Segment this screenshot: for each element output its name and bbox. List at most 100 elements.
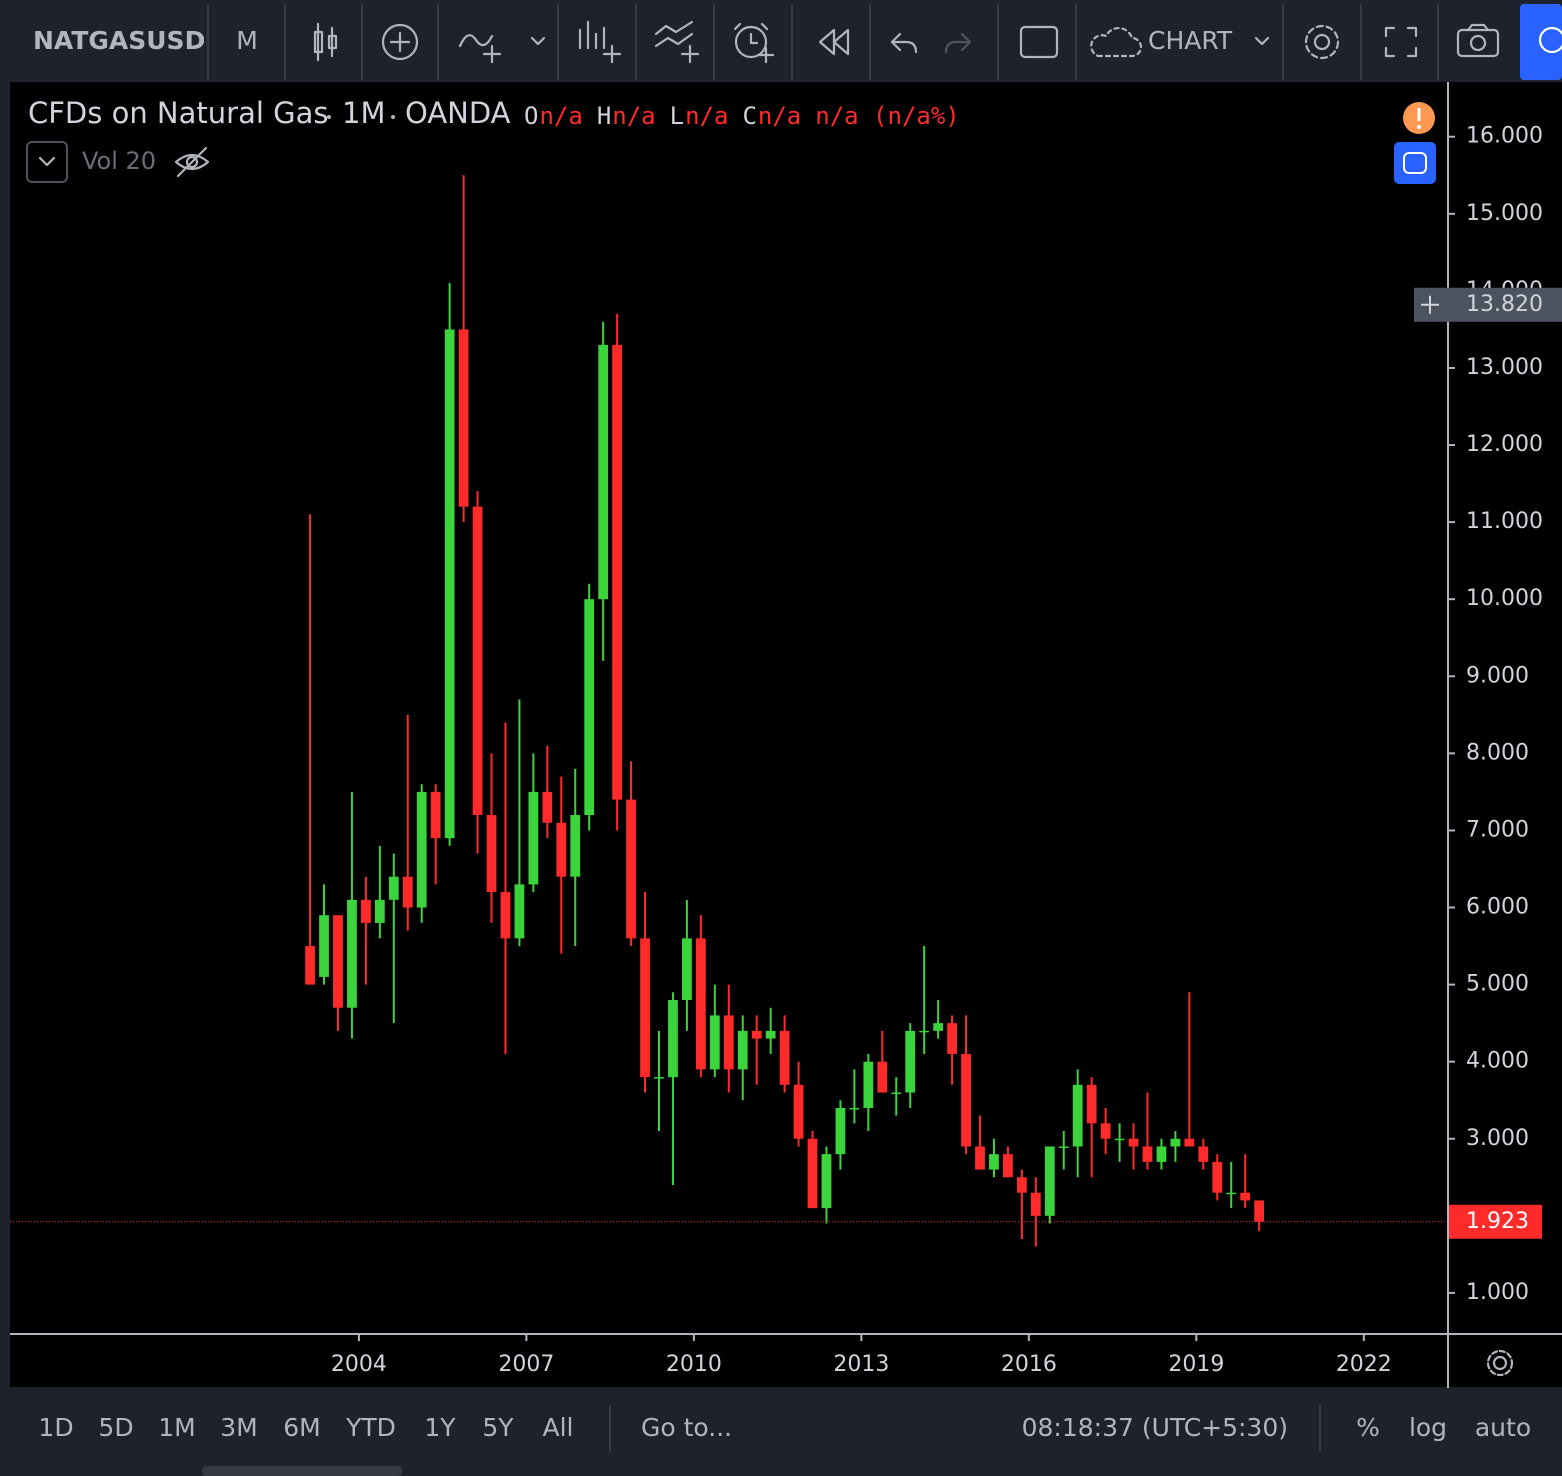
candle-body [374, 899, 385, 923]
candle-body [807, 1138, 818, 1209]
candle-body [528, 791, 539, 885]
candle-body [1128, 1138, 1139, 1147]
data-window-button[interactable] [1394, 142, 1436, 184]
chart-pane[interactable] [10, 82, 1447, 1333]
candle-body [1100, 1123, 1111, 1139]
scrollbar[interactable] [202, 1466, 402, 1476]
candle-body [430, 791, 441, 839]
ohlc-value: n/a [539, 102, 582, 130]
strategy-button[interactable] [654, 20, 700, 64]
candle-body [1184, 1138, 1195, 1147]
range-button[interactable]: All [543, 1413, 574, 1442]
candle-body [1030, 1192, 1041, 1216]
auto-toggle[interactable]: auto [1475, 1413, 1531, 1442]
range-button[interactable]: 1Y [424, 1413, 456, 1442]
range-button[interactable]: 6M [283, 1413, 320, 1442]
save-cloud-icon[interactable] [1090, 26, 1143, 58]
settings-button[interactable] [1304, 24, 1340, 60]
ohlc-value: n/a [612, 102, 655, 130]
interval[interactable]: M [236, 26, 258, 55]
candle-body [444, 329, 455, 839]
redo-button[interactable] [944, 32, 972, 54]
alert-button[interactable] [733, 22, 775, 64]
range-button[interactable]: YTD [345, 1413, 396, 1442]
compare-button[interactable] [381, 23, 419, 61]
range-button[interactable]: 1M [158, 1413, 195, 1442]
candle-body [905, 1030, 916, 1093]
candle-body [640, 938, 650, 1078]
candle-body [626, 799, 636, 939]
candle-body [333, 915, 343, 1008]
y-tick-label: 6.000 [1466, 895, 1529, 920]
range-button[interactable]: 5Y [482, 1413, 514, 1442]
candle-body [319, 915, 329, 977]
candle-body [1156, 1146, 1167, 1162]
fullscreen-button[interactable] [1384, 26, 1418, 58]
chart-interval: 1M [342, 96, 385, 130]
collapse-icon [38, 156, 56, 167]
symbol[interactable]: NATGASUSD [33, 26, 205, 55]
time-axis[interactable] [10, 1335, 1447, 1387]
candle-type-button[interactable] [313, 22, 338, 62]
snapshot-button[interactable] [1456, 23, 1500, 58]
candle-body [919, 1030, 930, 1033]
crosshair-label: 13.820 [1466, 292, 1543, 317]
indicator-label[interactable]: Vol 20 [82, 147, 156, 175]
y-tick-label: 9.000 [1466, 663, 1529, 688]
x-tick-label: 2013 [833, 1352, 889, 1377]
axis-settings-button[interactable] [1486, 1349, 1514, 1377]
candle-body [1170, 1138, 1181, 1147]
candle-body [933, 1023, 944, 1031]
x-tick-label: 2019 [1168, 1352, 1224, 1377]
candle-body [1044, 1146, 1055, 1216]
candle-body [737, 1030, 748, 1070]
candle-body [1114, 1138, 1125, 1141]
candle-body [723, 1015, 734, 1070]
percent-toggle[interactable]: % [1356, 1413, 1380, 1442]
y-tick-label: 3.000 [1466, 1126, 1529, 1151]
y-tick-label: 1.000 [1466, 1280, 1529, 1305]
undo-button[interactable] [890, 32, 918, 54]
candle-body [1086, 1084, 1097, 1124]
separator-dot [391, 115, 395, 119]
log-toggle[interactable]: log [1409, 1413, 1447, 1442]
candle-body [1198, 1146, 1209, 1162]
last-price-label: 1.923 [1466, 1209, 1529, 1234]
warning-dot [1417, 125, 1421, 129]
chart-title: CFDs on Natural Gas [28, 96, 328, 130]
candle-body [1240, 1192, 1251, 1201]
candle-body [751, 1030, 762, 1039]
candle-body [835, 1107, 846, 1155]
range-button[interactable]: 5D [98, 1413, 133, 1442]
crosshair-plus[interactable] [1421, 295, 1439, 314]
templates-button[interactable] [578, 20, 622, 64]
candle-body [305, 946, 315, 985]
range-button[interactable]: 1D [38, 1413, 73, 1442]
candle-body [500, 892, 511, 939]
candle-body [765, 1030, 776, 1039]
y-tick-label: 16.000 [1466, 124, 1543, 149]
range-button[interactable]: 3M [220, 1413, 257, 1442]
clock[interactable]: 08:18:37 (UTC+5:30) [1022, 1413, 1288, 1442]
replay-button[interactable] [818, 28, 850, 56]
x-tick-label: 2007 [498, 1352, 554, 1377]
layout-name[interactable]: CHART [1148, 26, 1233, 55]
plot [10, 175, 1447, 1247]
indicators-button[interactable] [458, 34, 546, 64]
layout-button[interactable] [1019, 25, 1059, 59]
candle-body [1212, 1161, 1223, 1193]
candle-body [961, 1053, 971, 1147]
ohlc-label: O [524, 102, 538, 130]
y-tick-label: 10.000 [1466, 586, 1543, 611]
goto-button[interactable]: Go to... [641, 1413, 732, 1442]
candle-body [584, 599, 595, 816]
candle-body [361, 899, 371, 923]
separator-dot [327, 115, 331, 119]
candle-body [1254, 1200, 1265, 1222]
y-tick-label: 8.000 [1466, 740, 1529, 765]
x-tick-label: 2004 [331, 1352, 387, 1377]
candle-body [556, 822, 567, 877]
collapse-button[interactable] [26, 141, 68, 183]
hide-indicator-button[interactable] [174, 146, 210, 178]
layout-caret[interactable] [1254, 36, 1270, 46]
